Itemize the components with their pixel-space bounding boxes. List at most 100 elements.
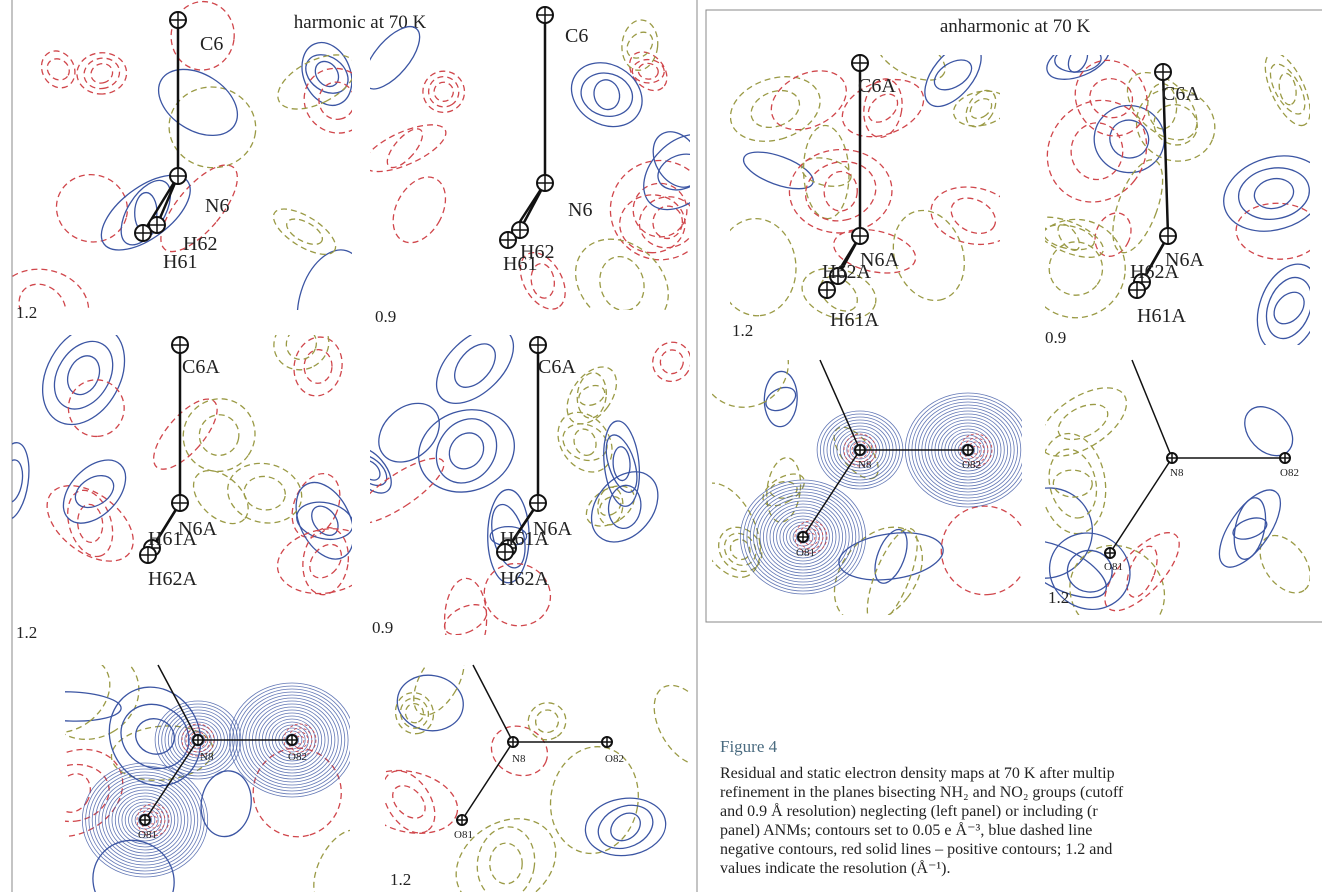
contours [12,0,352,310]
contour-line [1046,99,1148,203]
contours [1045,55,1310,345]
contour-line [65,665,111,734]
resolution-label: 0.9 [375,307,396,326]
contour-line [118,795,172,845]
contour-line [766,503,840,571]
contour-line [638,196,690,249]
bond [1109,457,1173,554]
contour-line [779,515,827,559]
contour-line [95,774,195,866]
contour-line [303,67,352,134]
contour-line [930,186,1000,246]
contour-line [483,562,552,627]
contour-line [609,159,690,261]
contour-line [597,804,654,850]
contour-line [42,335,126,426]
contour-line [742,151,814,190]
contour-line [90,62,114,84]
atom-label: N6A [1165,249,1204,271]
contour-line [65,748,124,838]
contour-line [866,527,918,615]
contour-line [749,488,857,586]
contour-line [243,475,286,511]
contour-line [305,54,349,94]
atom-label: N6 [205,195,229,217]
contour-line [12,459,24,503]
caption-line: refinement in the planes bisecting NH₂ a… [720,784,1124,801]
contour-line [610,812,641,842]
contour-line [863,78,903,139]
contour-line [392,176,447,244]
contour-line [576,372,607,419]
contour-line [763,370,798,428]
contour-line [549,746,639,855]
contour-line [626,31,654,59]
contour-line [1074,59,1148,137]
contour-line [88,768,202,872]
contour-line [1233,497,1267,560]
resolution-label: 1.2 [1048,588,1069,607]
contour-line [370,459,381,481]
contour-line [1126,71,1198,141]
contour-line [157,68,239,137]
contour-line [765,386,797,412]
atom-label: H62A [500,568,549,590]
contour-line [301,41,352,106]
contour-line [652,341,690,382]
contour-line [933,59,973,91]
atom-label: N8 [200,751,214,763]
contour-line [1232,517,1268,540]
contour-line [277,54,352,110]
atom-label: H62A [1130,261,1179,283]
contour-line [1253,177,1295,210]
contour-line [98,777,192,863]
contour-line [1093,104,1165,174]
contour-line [832,228,917,274]
contour-line [1237,167,1310,220]
contour-line [286,218,324,245]
contour-line [443,577,488,635]
contour-map: N8 O82 O81 1.2 [385,664,690,892]
contour-line [746,485,860,589]
caption-line: values indicate the resolution (Å⁻¹). [720,859,951,877]
contour-line [1109,119,1150,159]
contour-line [940,505,1022,596]
atom-label: N6A [178,518,217,540]
contour-line [759,497,847,577]
contour-line [631,58,665,84]
contour-line [40,50,76,89]
contour-line [1045,218,1126,319]
contour-line [53,340,114,410]
contour-line [392,784,426,819]
contour-line [435,418,498,484]
contour-line [1153,104,1198,146]
contour-line [114,792,176,848]
contour-line [717,526,763,573]
contour-line [168,86,257,169]
contour-line [800,157,852,187]
contour-line [769,506,837,568]
contour-line [67,489,114,558]
contour-line [1259,534,1310,594]
contour-line [1066,549,1113,593]
contour-line [396,674,464,732]
atom-label: N6A [860,249,899,271]
contour-line [823,170,858,212]
caption-line: panel) ANMs; contours set to 0.05 e Å⁻³,… [720,821,1092,839]
contour-line [1057,223,1081,251]
contour-line [599,255,645,310]
contour-line [659,349,684,375]
contour-line [875,55,946,81]
contour-line [612,446,631,482]
contour-line [788,148,893,234]
atom-label: O81 [796,547,815,559]
contour-line [652,131,690,188]
contour-line [296,501,352,541]
contour-line [128,804,162,836]
contour-line [433,81,454,102]
contours [370,19,690,310]
contour-line [1048,532,1131,611]
contour-line [566,366,618,425]
contours [370,335,690,635]
